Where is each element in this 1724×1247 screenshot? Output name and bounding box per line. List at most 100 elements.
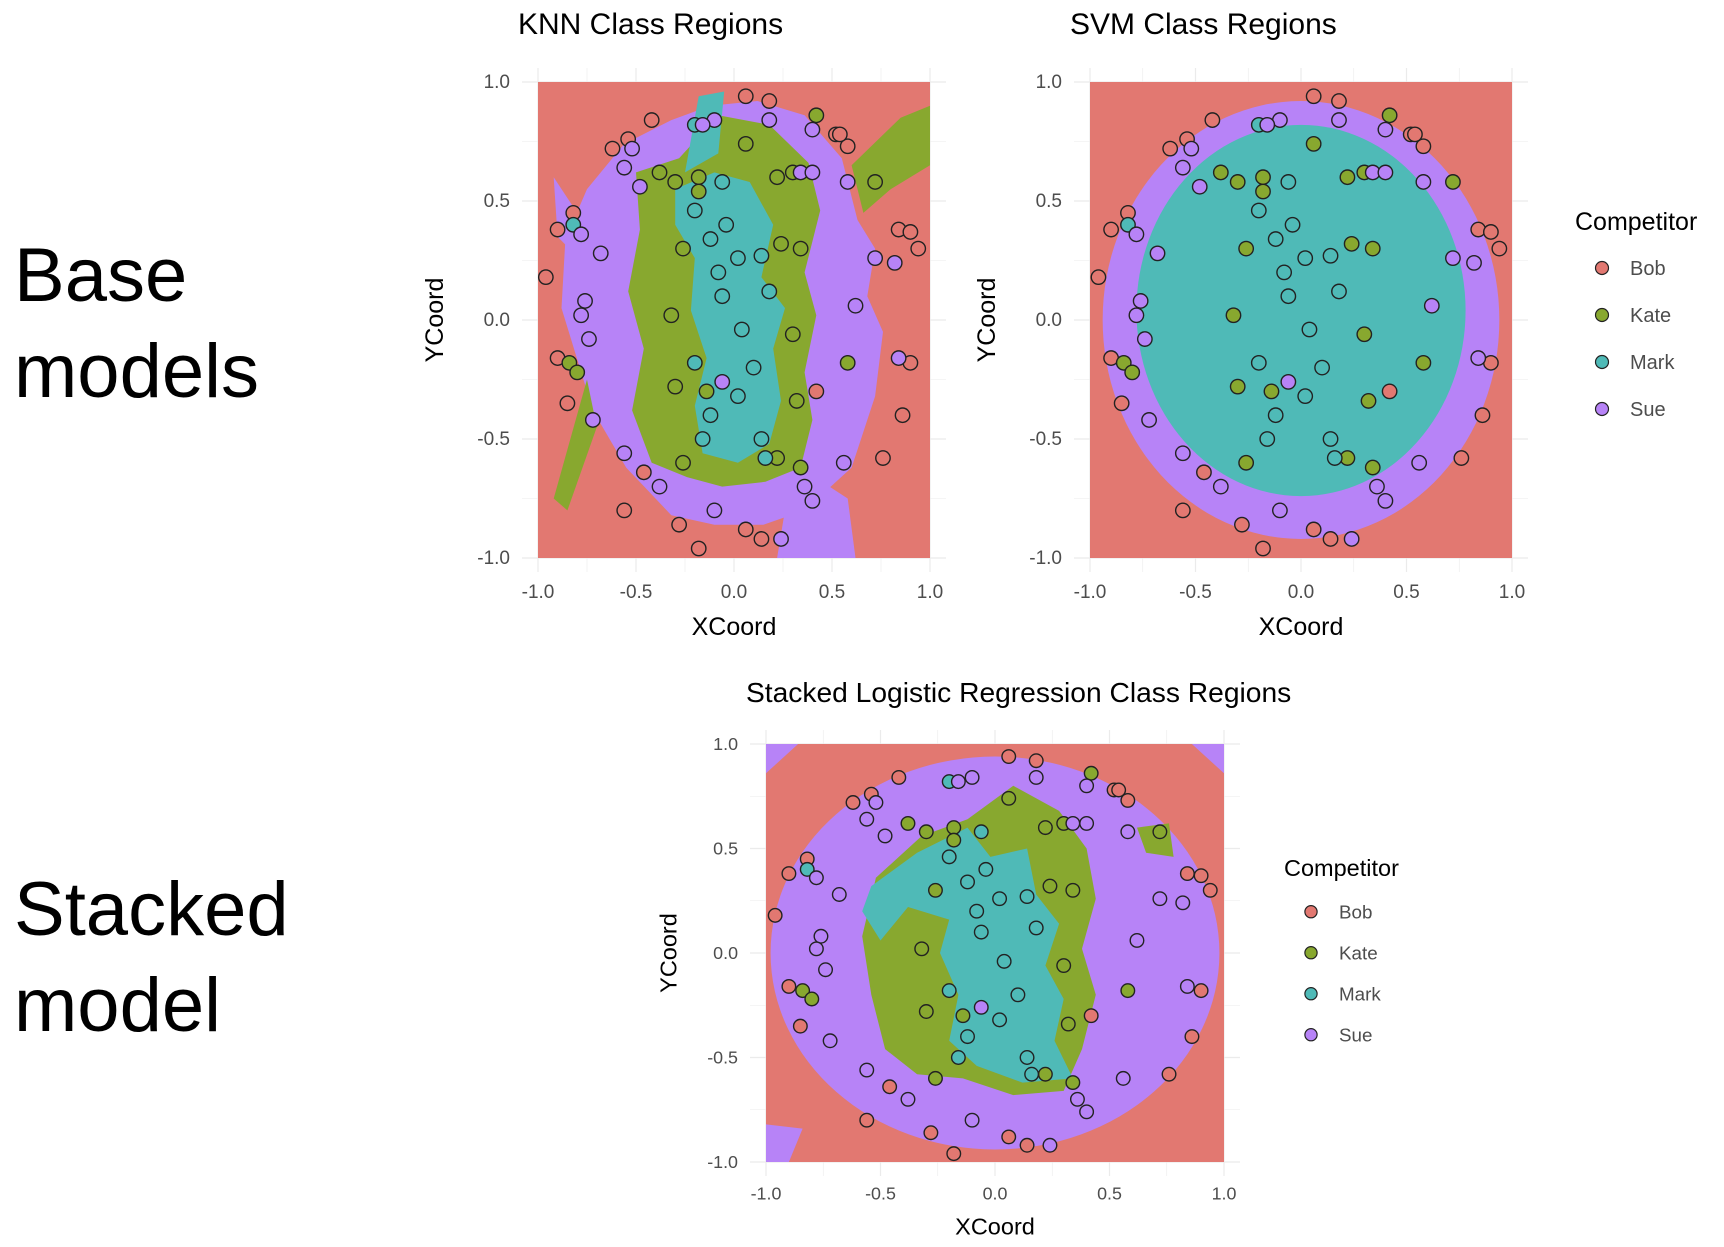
- data-point-kate: [792, 240, 809, 257]
- data-point-kate: [1065, 1075, 1081, 1091]
- data-point-kate: [1255, 169, 1271, 186]
- data-point-mark: [753, 247, 770, 264]
- data-point-sue: [1415, 174, 1432, 190]
- data-point-kate: [1037, 1066, 1053, 1082]
- legend: Competitor Bob Kate Mark Sue: [1575, 208, 1697, 421]
- data-point-bob: [1453, 450, 1470, 466]
- data-point-sue: [1069, 1091, 1085, 1107]
- chart-1: -1.0 -0.5 0.0 0.5 1.0 -1.0 -0.5 0.0 0.5 1.0 XCoord…: [973, 8, 1697, 641]
- data-point-bob: [604, 140, 621, 157]
- data-point-sue: [886, 254, 903, 271]
- data-point-bob: [690, 540, 707, 557]
- data-point-sue: [573, 226, 590, 243]
- region-sue: [766, 744, 799, 774]
- y-tick-label: 0.0: [713, 943, 738, 963]
- data-point-sue: [1377, 164, 1394, 181]
- data-point-bob: [1322, 531, 1339, 547]
- data-point-mark: [745, 359, 762, 376]
- data-point-sue: [1331, 112, 1347, 128]
- data-point-sue: [1191, 178, 1208, 195]
- data-point-mark: [1010, 987, 1026, 1003]
- x-tick-label: 1.0: [1212, 1184, 1237, 1204]
- data-point-kate: [867, 174, 884, 190]
- data-point-kate: [737, 135, 754, 152]
- data-point-sue: [577, 293, 593, 309]
- data-point-kate: [1381, 107, 1398, 124]
- data-point-mark: [702, 407, 719, 424]
- data-point-sue: [1343, 531, 1360, 547]
- data-point-kate: [1152, 824, 1168, 840]
- data-point-sue: [900, 1091, 916, 1107]
- row-label-stacked-line2: model: [14, 963, 221, 1048]
- legend-key-mark: [1304, 987, 1318, 1001]
- data-point-kate: [675, 240, 691, 257]
- data-point-bob: [767, 907, 783, 923]
- data-point-sue: [890, 350, 907, 366]
- data-point-mark: [1331, 283, 1347, 300]
- data-point-sue: [804, 121, 821, 138]
- data-point-bob: [1120, 792, 1136, 808]
- data-point-kate: [1212, 164, 1229, 181]
- data-point-bob: [946, 1146, 962, 1162]
- region-kate: [553, 379, 597, 511]
- data-point-bob: [1470, 221, 1487, 238]
- data-point-kate: [1065, 882, 1081, 898]
- data-point-bob: [616, 502, 633, 519]
- data-point-mark: [1250, 202, 1267, 219]
- data-point-sue: [804, 164, 821, 181]
- data-point-bob: [643, 112, 660, 128]
- data-point-sue: [808, 941, 824, 957]
- data-point-sue: [859, 1062, 875, 1078]
- data-point-bob: [902, 224, 919, 240]
- data-point-bob: [831, 126, 848, 143]
- data-point-bob: [882, 1079, 898, 1095]
- data-point-sue: [1128, 226, 1145, 243]
- data-point-kate: [1305, 135, 1322, 152]
- chart-2: -1.0 -0.5 0.0 0.5 1.0 -1.0 -0.5 0.0 0.5 1.0 XCoord…: [656, 676, 1399, 1239]
- x-tick-label: 0.0: [983, 1184, 1008, 1204]
- data-point-bob: [1255, 540, 1271, 557]
- row-label-base-line1: Base: [14, 233, 188, 318]
- data-point-sue: [761, 112, 778, 128]
- data-point-sue: [1079, 1104, 1095, 1120]
- data-point-kate: [773, 235, 789, 252]
- data-point-bob: [1196, 464, 1212, 481]
- data-point-sue: [1174, 159, 1191, 176]
- x-tick-label: -0.5: [620, 582, 653, 603]
- data-point-kate: [667, 174, 684, 190]
- data-point-sue: [804, 492, 821, 509]
- y-tick-label: 0.0: [1036, 310, 1062, 331]
- data-point-sue: [1136, 331, 1153, 347]
- data-point-sue: [1115, 1070, 1131, 1086]
- data-point-sue: [796, 478, 813, 495]
- data-point-mark: [992, 891, 1008, 907]
- legend-label-mark: Mark: [1630, 352, 1675, 374]
- data-point-sue: [1120, 824, 1136, 840]
- data-point-bob: [910, 240, 927, 257]
- data-point-kate: [1056, 958, 1072, 974]
- data-point-kate: [1263, 383, 1280, 400]
- legend-title: Competitor: [1284, 855, 1399, 881]
- data-point-sue: [950, 774, 966, 790]
- data-point-kate: [1083, 765, 1099, 781]
- data-point-kate: [1229, 174, 1246, 190]
- data-point-mark: [1280, 174, 1297, 190]
- data-point-sue: [1129, 932, 1145, 948]
- data-point-mark: [941, 849, 957, 865]
- data-point-sue: [1411, 454, 1428, 471]
- data-point-sue: [592, 245, 609, 262]
- data-point-bob: [1193, 983, 1209, 999]
- x-tick-label: 0.0: [1288, 582, 1314, 603]
- x-tick-label: 1.0: [1499, 582, 1525, 603]
- y-axis-label: YCoord: [973, 278, 1001, 363]
- data-point-kate: [663, 307, 680, 324]
- data-point-bob: [781, 978, 797, 994]
- x-tick-label: -0.5: [1179, 582, 1212, 603]
- data-point-mark: [714, 288, 731, 305]
- data-point-mark: [753, 431, 770, 447]
- data-point-kate: [1364, 240, 1381, 257]
- data-point-sue: [616, 159, 633, 176]
- data-point-sue: [694, 116, 711, 133]
- data-point-sue: [813, 928, 829, 944]
- data-point-sue: [1042, 1137, 1058, 1153]
